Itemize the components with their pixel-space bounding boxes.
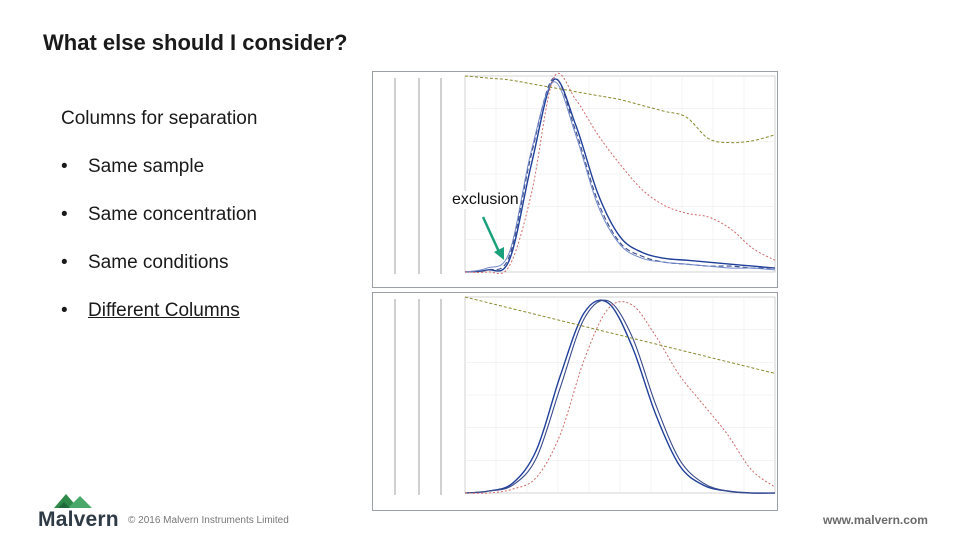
brand-name: Malvern xyxy=(38,508,119,531)
series-line-3 xyxy=(464,296,776,374)
series-line-1 xyxy=(464,77,776,273)
bullet-item: • Same conditions xyxy=(61,246,257,294)
series-line-2 xyxy=(464,81,776,273)
slide-subtitle: Columns for separation xyxy=(61,108,258,129)
bullet-item: • Same sample xyxy=(61,150,257,198)
chromatogram-bottom xyxy=(372,292,778,511)
bullet-text: Same sample xyxy=(88,156,205,177)
bullet-list: • Same sample • Same concentration • Same c… xyxy=(61,150,257,342)
series-line-4 xyxy=(464,75,776,144)
bullet-item: • Same concentration xyxy=(61,198,257,246)
bullet-marker: • xyxy=(61,252,68,273)
different-columns-link[interactable]: Different Columns xyxy=(88,300,240,321)
chromatogram-bottom-plot xyxy=(394,296,776,495)
bullet-item[interactable]: • Different Columns xyxy=(61,294,257,342)
bullet-marker: • xyxy=(61,156,68,177)
bullet-text: Same conditions xyxy=(88,252,229,273)
website-link[interactable]: www.malvern.com xyxy=(823,513,928,527)
malvern-logo-icon xyxy=(54,494,92,508)
slide-title: What else should I consider? xyxy=(43,30,348,55)
chromatogram-top xyxy=(372,71,778,288)
bullet-marker: • xyxy=(61,300,68,321)
bullet-marker: • xyxy=(61,204,68,225)
series-line-0 xyxy=(464,78,776,273)
series-line-1 xyxy=(464,299,776,494)
series-line-3 xyxy=(464,72,776,275)
exclusion-annotation: exclusion xyxy=(452,191,519,209)
chromatogram-top-plot xyxy=(394,72,776,275)
bullet-text: Same concentration xyxy=(88,204,257,225)
copyright-text: © 2016 Malvern Instruments Limited xyxy=(128,515,289,526)
exclusion-arrow-icon xyxy=(481,216,504,260)
